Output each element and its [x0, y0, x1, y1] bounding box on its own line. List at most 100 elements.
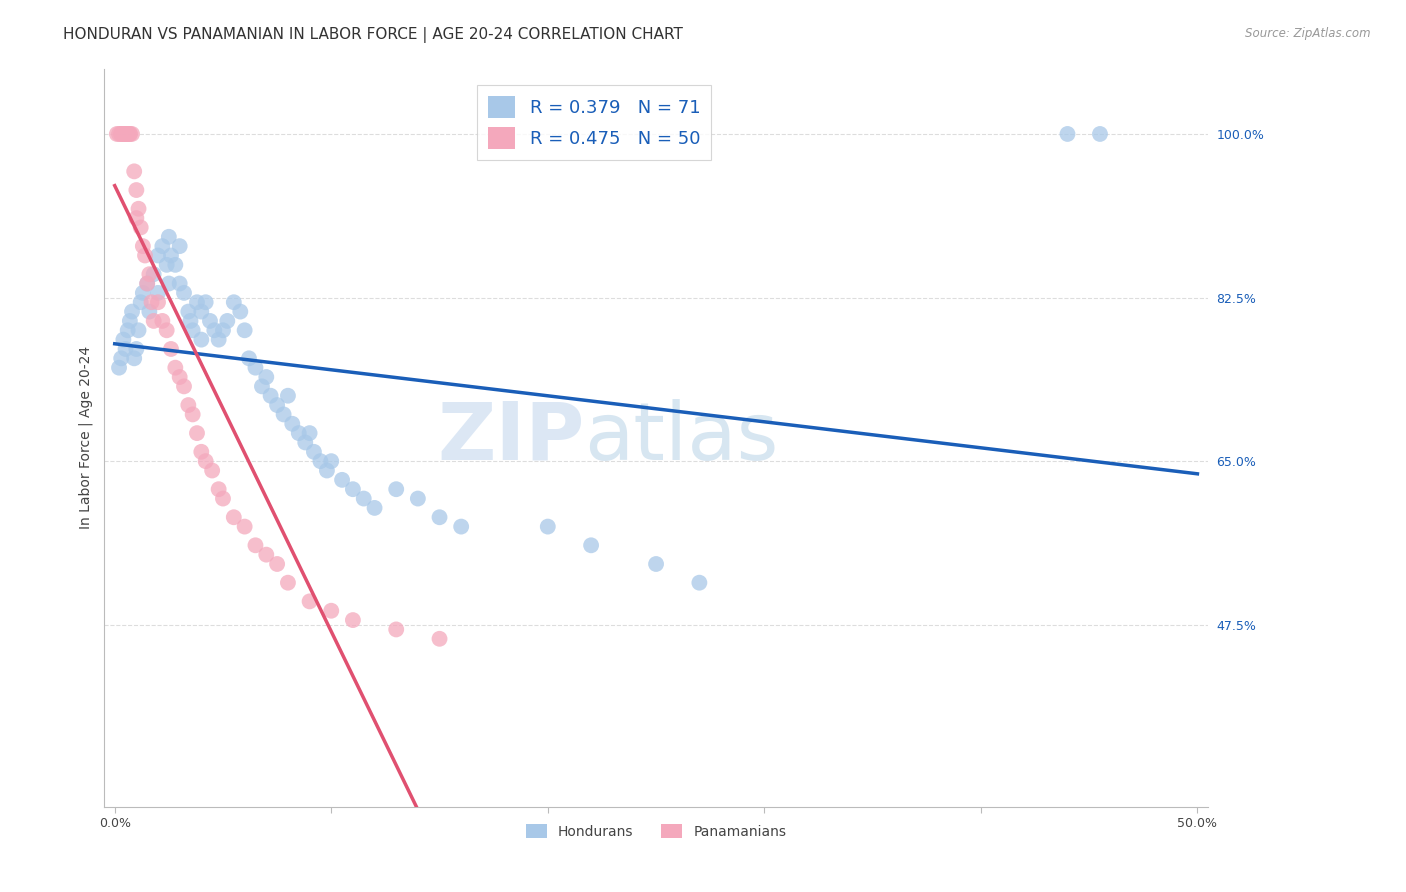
Point: [150, 314, 173, 328]
Point: [165, 258, 187, 272]
Point: [117, 127, 139, 141]
Point: [108, 360, 131, 375]
Point: [114, 127, 136, 141]
Point: [342, 482, 364, 496]
Point: [177, 398, 200, 412]
Point: [125, 211, 148, 226]
Point: [190, 445, 212, 459]
Point: [208, 482, 231, 496]
Point: [309, 454, 332, 468]
Point: [238, 351, 260, 366]
Point: [537, 519, 560, 533]
Point: [363, 500, 385, 515]
Point: [146, 295, 169, 310]
Point: [157, 277, 180, 291]
Point: [138, 304, 160, 318]
Point: [129, 295, 152, 310]
Point: [201, 463, 224, 477]
Point: [112, 127, 135, 141]
Point: [118, 127, 141, 141]
Point: [277, 389, 299, 403]
Point: [160, 248, 183, 262]
Point: [259, 389, 281, 403]
Point: [173, 285, 195, 300]
Point: [277, 575, 299, 590]
Point: [688, 575, 710, 590]
Point: [194, 295, 217, 310]
Point: [121, 304, 143, 318]
Point: [190, 304, 212, 318]
Point: [212, 323, 235, 337]
Point: [222, 295, 245, 310]
Point: [122, 351, 145, 366]
Point: [142, 314, 165, 328]
Point: [254, 370, 277, 384]
Point: [1088, 127, 1111, 141]
Point: [138, 267, 160, 281]
Point: [321, 454, 343, 468]
Point: [117, 127, 139, 141]
Point: [294, 435, 316, 450]
Point: [125, 183, 148, 197]
Text: atlas: atlas: [585, 399, 779, 477]
Point: [266, 557, 288, 571]
Point: [129, 220, 152, 235]
Point: [186, 295, 208, 310]
Point: [132, 239, 155, 253]
Point: [156, 258, 179, 272]
Point: [141, 295, 163, 310]
Point: [165, 360, 187, 375]
Point: [112, 127, 135, 141]
Point: [321, 604, 343, 618]
Point: [254, 548, 277, 562]
Point: [110, 127, 132, 141]
Point: [128, 202, 150, 216]
Point: [385, 623, 408, 637]
Point: [429, 632, 451, 646]
Point: [150, 239, 173, 253]
Point: [202, 323, 225, 337]
Point: [181, 323, 204, 337]
Point: [157, 229, 180, 244]
Point: [298, 426, 321, 441]
Point: [136, 277, 159, 291]
Point: [450, 519, 472, 533]
Point: [128, 323, 150, 337]
Point: [645, 557, 668, 571]
Point: [114, 127, 136, 141]
Point: [190, 333, 212, 347]
Point: [281, 417, 304, 431]
Point: [105, 127, 128, 141]
Point: [287, 426, 309, 441]
Point: [233, 519, 256, 533]
Point: [118, 127, 141, 141]
Point: [169, 370, 191, 384]
Point: [245, 360, 267, 375]
Legend: Hondurans, Panamanians: Hondurans, Panamanians: [520, 819, 792, 845]
Text: ZIP: ZIP: [437, 399, 585, 477]
Point: [169, 277, 191, 291]
Point: [179, 314, 201, 328]
Point: [1056, 127, 1078, 141]
Point: [125, 342, 148, 356]
Point: [108, 127, 131, 141]
Point: [229, 304, 252, 318]
Point: [194, 454, 217, 468]
Point: [406, 491, 429, 506]
Y-axis label: In Labor Force | Age 20-24: In Labor Force | Age 20-24: [79, 346, 93, 529]
Point: [169, 239, 191, 253]
Point: [173, 379, 195, 393]
Point: [181, 408, 204, 422]
Point: [112, 333, 135, 347]
Point: [385, 482, 408, 496]
Point: [353, 491, 375, 506]
Point: [208, 333, 231, 347]
Point: [186, 426, 208, 441]
Point: [273, 408, 295, 422]
Point: [342, 613, 364, 627]
Point: [233, 323, 256, 337]
Point: [114, 342, 136, 356]
Point: [146, 248, 169, 262]
Point: [302, 445, 325, 459]
Point: [579, 538, 602, 552]
